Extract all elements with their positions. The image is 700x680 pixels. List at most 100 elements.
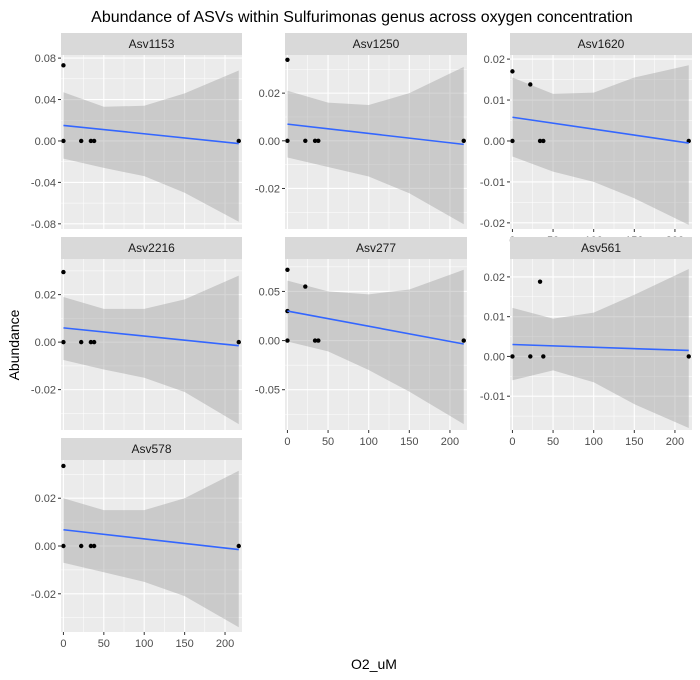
- data-point: [461, 338, 466, 343]
- y-tick-label: -0.05: [255, 385, 280, 397]
- regression-line: [287, 123, 464, 146]
- facet-strip-label: Asv277: [356, 241, 396, 255]
- y-tick-label: 0.04: [35, 95, 56, 107]
- confidence-band: [63, 470, 239, 628]
- data-point: [312, 138, 318, 144]
- y-tick-label: -0.01: [480, 177, 505, 189]
- y-tick-label: 0.00: [259, 336, 280, 348]
- x-tick-label: 100: [135, 638, 153, 650]
- facet-Asv578: Asv578 -0.02 0.00 0.02 0 50 100 150 200: [31, 438, 242, 650]
- panel-background: [285, 259, 467, 430]
- y-tick-label: -0.04: [31, 177, 56, 189]
- data-point: [88, 543, 94, 549]
- y-tick-label: 0.02: [484, 54, 505, 66]
- panel-plot-area: [285, 55, 467, 229]
- regression-line: [63, 327, 239, 347]
- data-point: [91, 138, 97, 144]
- x-tick-label: 200: [666, 436, 684, 448]
- x-tick-label: 50: [322, 436, 334, 448]
- facet-strip-label: Asv1620: [578, 37, 625, 51]
- x-tick-label: 50: [98, 638, 110, 650]
- y-tick-label: 0.08: [35, 53, 56, 65]
- panel-plot-area: [285, 259, 467, 430]
- data-point: [541, 354, 546, 359]
- data-point: [686, 354, 691, 359]
- facet-strip: [61, 237, 242, 259]
- data-point: [61, 138, 66, 144]
- data-point: [88, 138, 94, 144]
- regression-line: [287, 310, 464, 345]
- confidence-band: [63, 275, 239, 425]
- regression-line: [63, 124, 239, 145]
- confidence-band: [512, 65, 689, 225]
- panel-background: [61, 259, 242, 430]
- y-tick-label: -0.08: [31, 219, 56, 231]
- data-point: [537, 279, 543, 284]
- panel-plot-area: [61, 259, 242, 430]
- data-point: [528, 354, 533, 359]
- facet-Asv1620: Asv1620-0.02-0.010.000.010.0205010015020…: [480, 33, 692, 247]
- regression-line: [512, 343, 689, 352]
- facet-strip-label: Asv2216: [128, 241, 175, 255]
- data-point: [541, 138, 546, 144]
- data-point: [316, 138, 321, 144]
- x-tick-label: 100: [360, 436, 378, 448]
- data-point: [285, 338, 290, 343]
- facet-Asv561: Asv561 -0.01 0.00 0.01 0.02 0 50 100 150 200: [480, 237, 692, 448]
- data-point: [79, 339, 84, 345]
- data-point: [236, 543, 241, 549]
- x-tick-label: 100: [585, 436, 603, 448]
- data-point: [285, 57, 290, 62]
- y-tick-label: -0.01: [480, 391, 505, 403]
- panel-plot-area: [510, 259, 692, 430]
- data-point: [236, 138, 241, 144]
- y-tick-label: -0.02: [255, 183, 280, 195]
- panel-plot-area: [510, 55, 692, 229]
- data-point: [510, 69, 515, 74]
- x-tick-label: 0: [284, 436, 290, 448]
- y-tick-label: 0.01: [484, 95, 505, 107]
- data-point: [79, 138, 84, 144]
- y-tick-label: 0.00: [35, 337, 56, 349]
- data-point: [61, 543, 66, 549]
- y-tick-label: 0.02: [259, 88, 280, 100]
- y-tick-label: 0.00: [484, 136, 505, 148]
- y-tick-label: 0.00: [484, 351, 505, 363]
- x-tick-label: 0: [509, 436, 515, 448]
- x-tick-label: 200: [441, 436, 459, 448]
- y-tick-label: 0.02: [484, 272, 505, 284]
- data-point: [528, 82, 533, 87]
- facet-strip-label: Asv578: [131, 442, 171, 456]
- y-tick-label: -0.02: [31, 385, 56, 397]
- facet-Asv1250: Asv1250 -0.02 0.00 0.02: [255, 33, 467, 229]
- data-point: [510, 354, 515, 359]
- x-tick-label: 200: [216, 638, 234, 650]
- data-point: [303, 138, 308, 144]
- data-point: [91, 543, 97, 549]
- data-point: [303, 284, 308, 289]
- y-tick-label: -0.02: [480, 218, 505, 230]
- data-point: [61, 63, 66, 68]
- data-point: [61, 463, 66, 469]
- data-point: [312, 338, 318, 343]
- x-tick-label: 50: [547, 436, 559, 448]
- data-point: [61, 269, 66, 275]
- facet-strip: [285, 237, 467, 259]
- y-tick-label: -0.02: [31, 589, 56, 601]
- facet-Asv277: Asv277 -0.05 0.00 0.05 0 50 100 150 200: [255, 237, 467, 448]
- x-tick-label: 150: [625, 436, 643, 448]
- facet-strip-label: Asv561: [581, 241, 621, 255]
- y-tick-label: 0.02: [35, 290, 56, 302]
- data-point: [510, 138, 515, 144]
- facet-Asv1153: Asv1153 -0.08 -0.04 0.00 0.04 0.08: [31, 33, 242, 231]
- y-tick-label: 0.00: [259, 136, 280, 148]
- facet-strip: [285, 33, 467, 55]
- x-axis-label: O2_uM: [351, 656, 397, 672]
- data-point: [285, 308, 290, 314]
- facet-strip-label: Asv1153: [129, 37, 175, 51]
- panel-plot-area: [61, 55, 242, 229]
- regression-line: [512, 116, 689, 144]
- data-point: [236, 339, 241, 345]
- facet-strip: [61, 33, 242, 55]
- confidence-band: [512, 268, 689, 429]
